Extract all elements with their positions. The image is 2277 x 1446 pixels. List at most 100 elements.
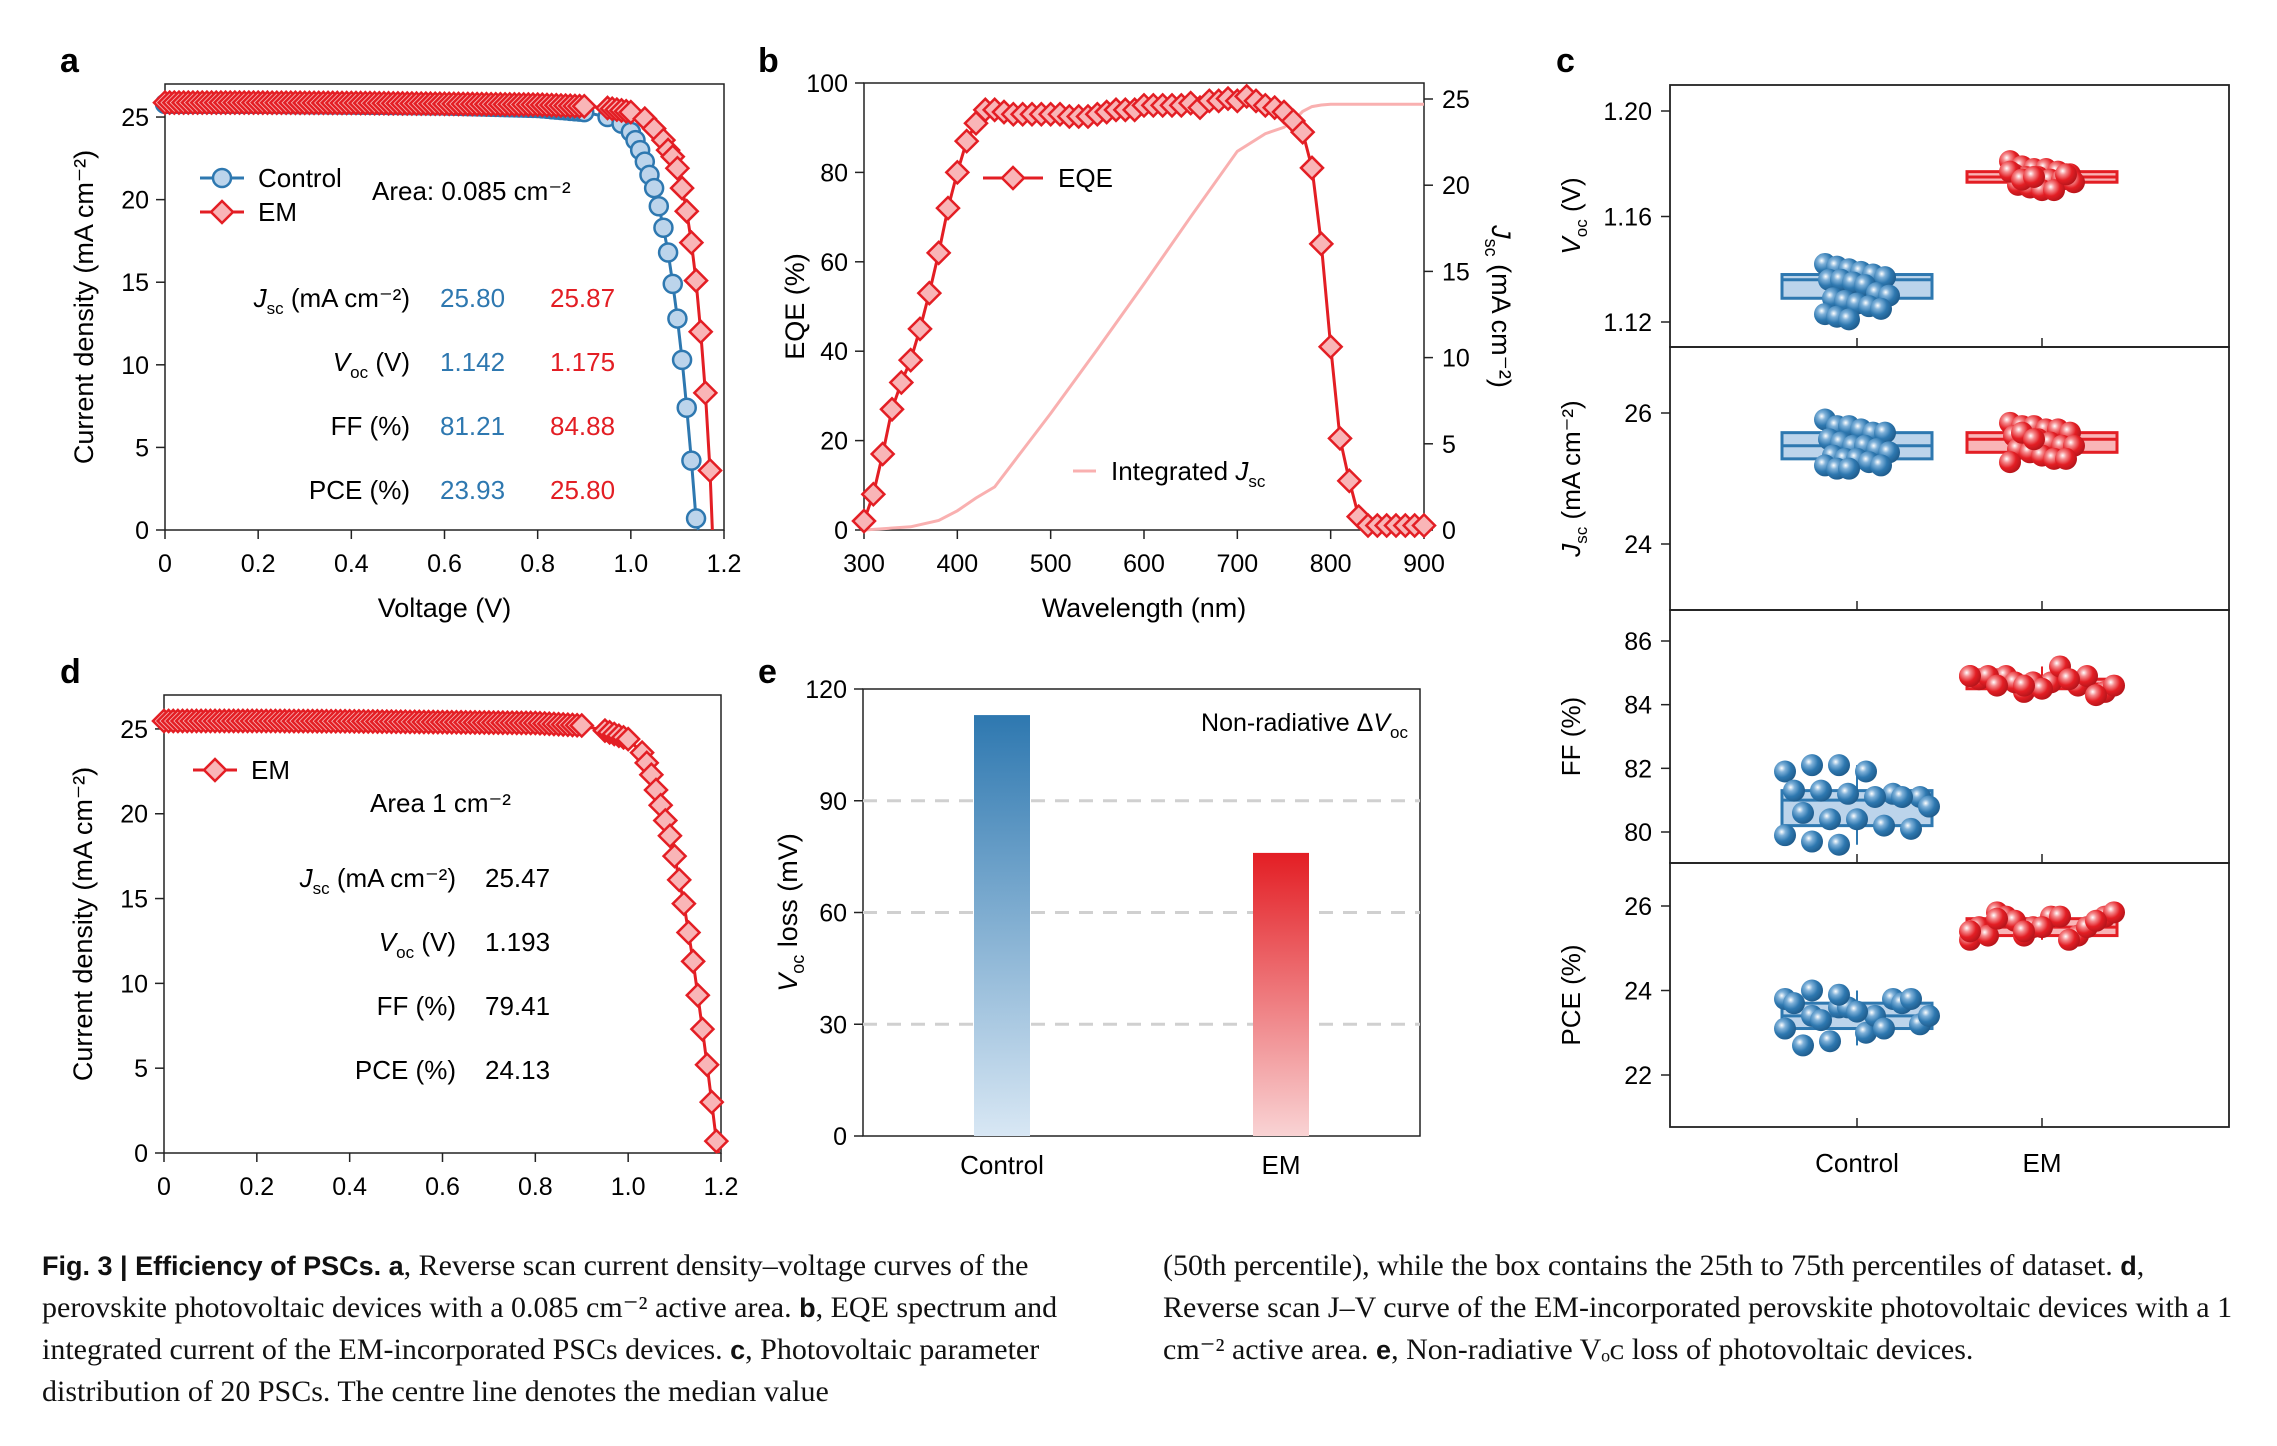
- caption-text: , Non-radiative Vₒᴄ loss of photovoltaic…: [1391, 1333, 1974, 1366]
- data-point-control: [1900, 987, 1922, 1010]
- data-point-control: [1801, 830, 1823, 853]
- data-point-em: [2055, 447, 2077, 470]
- data-point-eqe: [916, 280, 943, 306]
- data-point-eqe: [888, 369, 915, 396]
- x-tick-label: 900: [1403, 550, 1445, 578]
- x-tick-label: 0: [157, 1173, 171, 1200]
- data-point-em: [1986, 674, 2008, 697]
- y-tick-label: 80: [1624, 819, 1652, 847]
- data-point-eqe: [944, 159, 971, 186]
- data-point-control: [1783, 992, 1805, 1015]
- x-category-label: Control: [1815, 1148, 1899, 1178]
- data-point-em: [698, 1089, 725, 1115]
- y-tick-label: 82: [1624, 755, 1652, 783]
- data-point-em: [664, 155, 691, 182]
- data-point-em: [2103, 674, 2125, 697]
- y-tick-label: 24: [1624, 531, 1652, 559]
- bar-control: [974, 715, 1030, 1136]
- data-point-control: [1870, 454, 1892, 477]
- table-param-label: Jsc (mA cm⁻²): [299, 863, 456, 898]
- table-value-em: 1.175: [550, 347, 615, 377]
- data-point-control: [653, 217, 674, 238]
- data-point-control: [685, 508, 707, 529]
- y-tick-label: 5: [135, 434, 149, 462]
- data-point-em: [1959, 920, 1981, 943]
- data-point-control: [1819, 808, 1841, 831]
- x-tick-label: 0: [158, 550, 172, 578]
- table-value-em: 79.41: [485, 991, 550, 1021]
- panel-label-a: a: [60, 42, 80, 80]
- data-point-em: [1959, 665, 1981, 688]
- y-axis-label: PCE (%): [1556, 944, 1586, 1045]
- x-tick-label: 1.2: [704, 1173, 739, 1200]
- figure-caption-left: Fig. 3 | Efficiency of PSCs. a, Reverse …: [42, 1245, 1122, 1413]
- y2-tick-label: 5: [1442, 431, 1456, 459]
- y-tick-label: 60: [820, 249, 848, 277]
- figure: a b c d e 0 0.2 0.4 0.6 0.8 1.0 1.20510152025V…: [60, 42, 2230, 1200]
- data-point-control: [1918, 795, 1940, 818]
- x-axis-label: Wavelength (nm): [1042, 593, 1247, 623]
- data-point-control: [1828, 983, 1850, 1006]
- x-tick-label: 1.0: [611, 1173, 646, 1200]
- table-value-control: 1.142: [440, 347, 505, 377]
- y-tick-label: 15: [121, 269, 149, 297]
- table-param-label: PCE (%): [355, 1055, 456, 1085]
- y2-tick-label: 0: [1442, 517, 1456, 545]
- y-tick-label: 60: [819, 900, 847, 928]
- data-point-control: [1900, 817, 1922, 840]
- series-line-em: [165, 101, 714, 531]
- caption-text: , Photovoltaic parameter distribution of…: [42, 1333, 1040, 1408]
- x-tick-label: 600: [1123, 550, 1165, 578]
- series-line-control: [165, 102, 700, 531]
- data-point-control: [662, 273, 684, 295]
- y-tick-label: 0: [134, 1140, 148, 1168]
- legend-label-integrated-jsc: Integrated Jsc: [1111, 456, 1266, 491]
- subplot-frame: [1669, 346, 2230, 611]
- y-tick-label: 0: [834, 517, 848, 545]
- data-point-control: [667, 308, 688, 329]
- y-tick-label: 1.12: [1603, 309, 1652, 337]
- legend-marker-control: [211, 167, 233, 189]
- caption-body-right: (50th percentile), while the box contain…: [1163, 1249, 2232, 1366]
- data-point-em: [675, 919, 702, 946]
- table-param-label: Voc (V): [379, 927, 456, 962]
- x-tick-label: 0.2: [239, 1173, 274, 1200]
- table-param-label: FF (%): [331, 411, 410, 441]
- data-point-em: [669, 175, 695, 201]
- data-point-control: [1774, 760, 1796, 783]
- y-axis-label: EQE (%): [780, 253, 810, 360]
- data-point-em: [2085, 684, 2107, 707]
- data-point-control: [681, 450, 702, 471]
- table-param-label: Voc (V): [333, 347, 410, 382]
- data-point-em: [673, 198, 700, 224]
- data-point-em: [2013, 674, 2035, 697]
- data-point-em: [2023, 428, 2045, 451]
- data-point-control: [1819, 1030, 1841, 1053]
- data-point-control: [1918, 1004, 1940, 1027]
- y2-tick-label: 15: [1442, 258, 1470, 286]
- data-point-em: [666, 867, 692, 893]
- data-point-eqe: [1317, 333, 1344, 360]
- caption-text: , Reverse scan current density–voltage c…: [42, 1249, 1029, 1324]
- data-point-eqe: [860, 481, 887, 508]
- data-point-control: [1874, 421, 1896, 444]
- data-point-em: [678, 229, 705, 256]
- data-point-em: [703, 1128, 730, 1154]
- data-point-em: [2023, 165, 2045, 188]
- table-value-control: 25.80: [440, 283, 505, 313]
- y-tick-label: 1.16: [1603, 204, 1652, 232]
- data-point-em: [657, 823, 683, 849]
- data-point-em: [571, 93, 598, 120]
- data-point-em: [2076, 665, 2098, 688]
- data-point-control: [1783, 779, 1805, 802]
- data-point-control: [1873, 1017, 1895, 1040]
- legend-label-eqe: EQE: [1058, 163, 1113, 193]
- y-tick-label: 0: [833, 1123, 847, 1151]
- table-param-label: FF (%): [377, 991, 456, 1021]
- table-param-label: PCE (%): [309, 475, 410, 505]
- x-tick-label: 0.4: [334, 550, 369, 578]
- data-point-control: [1828, 754, 1850, 777]
- subplot-frame: [1669, 84, 2230, 348]
- y-axis-label: Current density (mA cm⁻²): [68, 767, 98, 1081]
- data-point-em: [2013, 920, 2035, 943]
